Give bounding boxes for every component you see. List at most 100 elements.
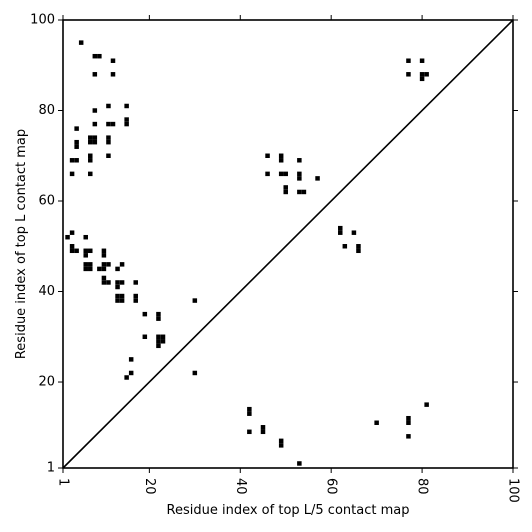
contact-marker [106,103,111,109]
contact-marker [88,262,93,267]
contact-marker [110,121,116,127]
contact-marker [128,370,134,376]
contact-marker [247,411,252,416]
contact-marker [156,339,161,344]
x-axis-label: Residue index of top L/5 contact map [167,503,410,518]
contact-marker [88,266,93,272]
contact-marker [356,248,361,254]
contact-marker [156,334,161,340]
contact-marker [278,171,284,177]
x-tick-label: 40 [233,478,248,495]
y-tick-label: 1 [47,461,55,476]
contact-marker [297,189,302,195]
y-axis-ticks: 1 20 40 60 80 100 [30,13,518,476]
contact-marker [278,158,284,163]
contact-marker [265,153,270,158]
contact-marker [74,139,79,145]
contact-marker [101,253,107,258]
contact-marker [92,108,98,113]
contact-marker [69,171,75,177]
contact-marker [192,370,198,376]
contact-marker [97,53,102,59]
contact-marker [133,280,138,285]
contact-marker [88,139,93,145]
x-tick-label: 1 [56,478,71,486]
contact-marker [133,298,138,303]
contact-marker [69,230,75,235]
contact-marker [338,225,343,231]
contact-marker [124,375,129,380]
contact-marker [406,434,411,439]
contact-marker [115,298,120,303]
x-tick-label: 80 [415,478,430,495]
contact-marker [119,280,125,285]
y-tick-label: 60 [38,194,55,209]
contact-marker [92,72,98,77]
contact-marker [115,284,120,290]
y-axis-label: Residue index of top L contact map [14,129,29,359]
contact-marker [128,357,134,362]
contact-marker [315,176,320,181]
contact-marker [283,171,288,177]
contact-marker [119,293,125,299]
contact-marker [338,230,343,235]
contact-marker [301,189,307,195]
contact-marker [124,121,129,127]
contact-marker [297,171,302,177]
contact-marker [124,103,129,109]
x-tick-label: 60 [324,478,339,495]
contact-marker [342,244,348,249]
contact-marker [115,293,120,299]
plot-frame [62,19,514,469]
contact-marker [297,158,302,163]
contact-marker [101,275,107,281]
contact-marker [88,153,93,158]
contact-marker [69,158,75,163]
contact-marker [74,158,79,163]
contact-marker [88,135,93,140]
contact-marker [83,262,88,267]
contact-markers [65,40,429,466]
contact-marker [101,266,107,272]
contact-marker [265,171,270,177]
contact-marker [83,266,88,272]
contact-marker [247,429,252,435]
contact-marker [65,234,70,240]
contact-marker [78,40,84,45]
contact-marker [356,244,361,249]
contact-marker [74,144,79,149]
contact-marker [260,425,266,430]
contact-marker [74,126,79,131]
contact-marker [83,248,88,254]
contact-marker [278,153,284,158]
contact-marker [133,293,138,299]
y-tick-label: 20 [38,375,55,390]
contact-marker [419,72,425,77]
contact-marker [297,176,302,181]
contact-marker [142,311,148,317]
contact-marker [124,117,129,122]
contact-marker [106,262,111,267]
x-axis-ticks: 1 20 40 60 80 100 [56,15,521,503]
contact-marker [92,139,98,145]
contact-marker [260,429,266,435]
contact-marker [424,402,429,407]
contact-marker [97,266,102,272]
contact-marker [406,72,411,77]
contact-marker [419,58,425,63]
contact-marker [110,58,116,63]
contact-marker [142,334,148,340]
contact-marker [156,316,161,321]
x-tick-label: 20 [142,478,157,495]
contact-marker [156,343,161,349]
diagonal-line [62,19,514,469]
contact-marker [278,438,284,444]
contact-marker [160,334,166,340]
contact-marker [278,443,284,448]
contact-marker [101,248,107,254]
y-tick-label: 40 [38,284,55,299]
contact-marker [424,72,429,77]
contact-marker [88,248,93,254]
x-tick-label: 100 [506,478,521,503]
contact-marker [119,298,125,303]
